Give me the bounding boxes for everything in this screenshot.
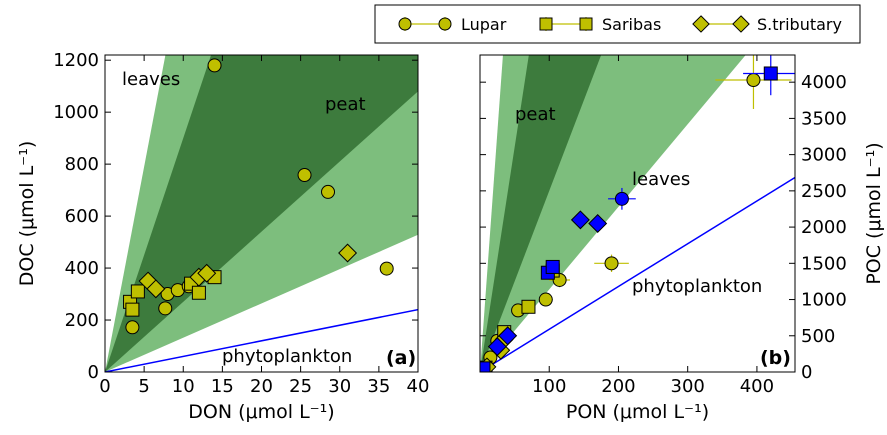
y-tick-label: 1500 [801,253,847,274]
y-tick-label: 800 [65,154,99,175]
x-tick-label: 25 [289,376,312,397]
y-tick-label: 0 [88,362,99,383]
marker-circle [604,256,619,271]
band-label: peat [325,94,366,115]
marker-circle [746,72,761,87]
x-tick-label: 20 [250,376,273,397]
x-axis-label: DON (μmol L⁻¹) [188,401,334,423]
y-tick-label: 600 [65,206,99,227]
legend-label: Saribas [602,15,661,34]
marker-diamond [338,243,358,263]
marker-square [191,285,206,300]
x-tick-label: 15 [211,376,234,397]
band-label: leaves [632,169,690,190]
marker-circle [398,17,412,31]
x-tick-label: 300 [671,376,705,397]
marker-diamond [588,213,608,233]
marker-circle [321,184,336,199]
marker-diamond [732,15,750,33]
y-tick-label: 2000 [801,217,847,238]
x-tick-label: 10 [172,376,195,397]
line-label: phytoplankton [632,276,762,297]
marker-square [579,17,593,31]
legend-label: Lupar [461,15,507,34]
marker-diamond [146,279,166,299]
y-tick-label: 3000 [801,145,847,166]
marker-diamond [570,210,590,230]
marker-circle [207,58,222,73]
marker-square [521,299,536,314]
legend-box [374,4,861,44]
y-tick-label: 400 [65,258,99,279]
panel-label: (a) [386,347,416,369]
x-tick-label: 200 [601,376,635,397]
marker-square [539,17,553,31]
plot-area [480,55,795,372]
marker-square [125,302,140,317]
y-axis-label: POC (μmol L⁻¹) [863,142,885,284]
line-label: phytoplankton [222,346,352,367]
y-tick-label: 1000 [53,102,99,123]
y-tick-label: 1200 [53,50,99,71]
band [480,55,602,372]
x-tick-label: 30 [328,376,351,397]
marker-square [545,259,560,274]
marker-circle [538,292,553,307]
x-tick-label: 100 [532,376,566,397]
marker-circle [614,191,629,206]
marker-square [480,361,491,372]
marker-circle [158,301,173,316]
marker-circle [438,17,452,31]
x-tick-label: 5 [138,376,149,397]
marker-diamond [487,337,507,357]
y-tick-label: 500 [801,326,835,347]
y-tick-label: 4000 [801,72,847,93]
y-axis-label: DOC (μmol L⁻¹) [16,141,38,287]
marker-square [763,66,778,81]
x-tick-label: 400 [740,376,774,397]
panel-label: (b) [760,347,791,369]
y-tick-label: 0 [801,362,812,383]
marker-diamond [498,326,518,346]
y-tick-label: 2500 [801,181,847,202]
marker-diamond [692,15,710,33]
x-tick-label: 0 [99,376,110,397]
x-tick-label: 35 [367,376,390,397]
plot-area [105,55,418,372]
marker-circle [125,320,140,335]
band-label: peat [515,104,556,125]
legend-label: S.tributary [757,15,842,34]
y-tick-label: 1000 [801,290,847,311]
y-tick-label: 3500 [801,108,847,129]
x-tick-label: 40 [407,376,430,397]
marker-circle [297,168,312,183]
marker-circle [379,261,394,276]
x-axis-label: PON (μmol L⁻¹) [566,401,709,423]
band-label: leaves [122,69,180,90]
marker-square [130,284,145,299]
marker-diamond [197,263,217,283]
y-tick-label: 200 [65,310,99,331]
axes-frame [479,54,796,373]
